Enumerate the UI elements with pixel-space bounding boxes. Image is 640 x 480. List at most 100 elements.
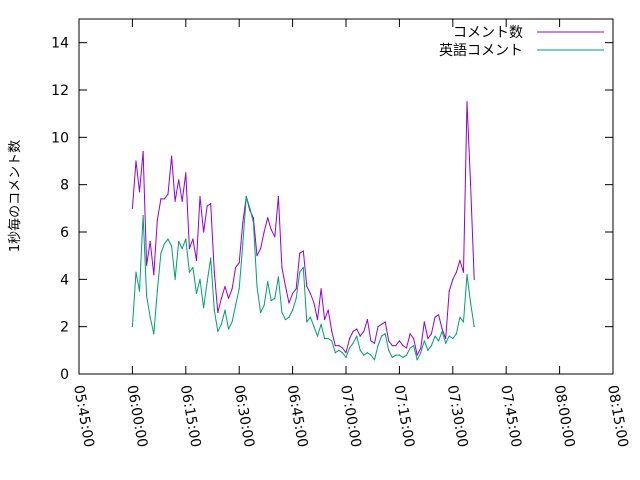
data-point (384, 321, 386, 323)
data-point (327, 309, 329, 311)
data-point (437, 314, 440, 316)
data-point (430, 333, 433, 335)
data-point (192, 266, 194, 269)
data-point (462, 321, 465, 323)
data-point (427, 337, 429, 340)
data-point (405, 354, 408, 356)
data-point (292, 292, 294, 295)
data-point (185, 238, 187, 240)
data-point (452, 337, 454, 340)
data-point (466, 101, 468, 103)
data-point (395, 345, 397, 347)
data-point (402, 356, 404, 359)
data-point (227, 297, 230, 299)
data-point (341, 352, 344, 354)
data-point (459, 259, 461, 261)
data-point (281, 311, 283, 314)
data-point (427, 349, 429, 351)
y-tick-label: 0 (60, 367, 69, 383)
y-tick-label: 12 (51, 83, 69, 99)
data-point (345, 352, 347, 354)
data-point (373, 342, 376, 344)
data-point (181, 247, 183, 250)
data-point (195, 292, 198, 295)
data-point (203, 231, 205, 233)
data-point (188, 271, 190, 273)
data-point (338, 349, 340, 351)
data-point (420, 352, 422, 354)
data-point (398, 340, 400, 342)
data-point (163, 198, 166, 200)
data-point (313, 326, 315, 328)
data-point (217, 330, 219, 332)
data-point (174, 200, 176, 202)
data-point (402, 345, 404, 347)
data-point (199, 195, 201, 198)
data-point (213, 309, 215, 311)
data-point (131, 326, 133, 328)
y-tick-label: 6 (60, 225, 69, 241)
data-point (206, 281, 208, 283)
data-point (391, 345, 393, 347)
data-point (206, 205, 208, 207)
data-point (345, 356, 347, 359)
data-point (199, 278, 201, 280)
data-point (473, 278, 475, 280)
data-point (227, 328, 230, 330)
data-point (359, 349, 361, 351)
data-point (195, 259, 198, 261)
data-point (302, 266, 304, 269)
data-point (146, 264, 148, 266)
data-point (188, 247, 190, 250)
data-point (309, 292, 311, 295)
data-point (281, 266, 283, 269)
data-point (434, 335, 436, 337)
data-point (299, 271, 301, 273)
data-point (413, 345, 415, 347)
data-point (348, 347, 351, 349)
data-point (295, 297, 297, 299)
data-point (242, 243, 244, 245)
data-point (462, 271, 465, 273)
data-point (295, 288, 297, 290)
data-point (306, 321, 308, 323)
data-point (391, 356, 393, 359)
data-point (142, 214, 144, 217)
data-point (473, 326, 475, 328)
data-point (316, 318, 319, 321)
data-point (356, 328, 358, 330)
data-point (231, 288, 233, 290)
data-point (416, 359, 418, 361)
data-point (224, 309, 226, 311)
data-point (423, 340, 425, 342)
series-group (131, 101, 475, 361)
data-point (135, 160, 137, 162)
data-point (441, 330, 443, 332)
data-point (185, 172, 187, 174)
data-point (363, 354, 365, 356)
data-point (327, 337, 329, 340)
data-point (270, 300, 272, 302)
data-point (334, 352, 336, 354)
data-point (320, 288, 322, 290)
data-point (292, 309, 294, 311)
data-point (142, 150, 144, 153)
data-point (231, 321, 233, 323)
data-point (267, 217, 269, 219)
data-point (459, 316, 461, 318)
data-point (434, 316, 436, 318)
data-point (455, 333, 457, 335)
data-point (370, 354, 372, 356)
data-point (203, 307, 205, 309)
data-point (288, 316, 290, 318)
data-point (324, 318, 326, 321)
data-point (388, 340, 390, 342)
data-point (352, 330, 354, 332)
data-point (163, 243, 166, 245)
data-point (395, 354, 397, 356)
data-point (437, 340, 440, 342)
data-point (256, 255, 258, 257)
data-point (313, 302, 315, 304)
data-point (452, 278, 454, 280)
